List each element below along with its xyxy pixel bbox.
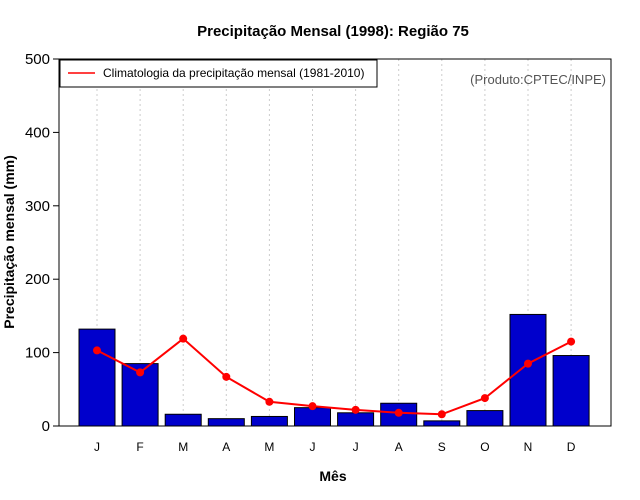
- x-tick-label-11: D: [567, 440, 576, 454]
- grid-lines: [96, 59, 572, 426]
- bar-10: [509, 313, 547, 427]
- climatology-point-11: [567, 337, 576, 346]
- source-annotation: (Produto:CPTEC/INPE): [470, 72, 606, 87]
- legend: Climatologia da precipitação mensal (198…: [59, 59, 378, 88]
- climatology-point-10: [524, 359, 532, 368]
- x-tick-label-6: J: [353, 440, 359, 454]
- bar-0: [78, 328, 116, 427]
- axes: 0 100 200 300 400 500 J F M A M J J A S O N D: [25, 51, 576, 454]
- bar-9: [466, 410, 504, 427]
- climatology-point-0: [93, 346, 101, 355]
- x-tick-label-8: S: [438, 440, 446, 454]
- y-tick-label-5: 500: [25, 51, 50, 68]
- climatology-line: [96, 337, 572, 416]
- climatology-point-5: [308, 402, 317, 411]
- plot-area-frame: [58, 58, 612, 427]
- climatology-point-1: [136, 368, 145, 377]
- bar-11: [552, 355, 590, 427]
- y-tick-label-1: 100: [25, 345, 50, 362]
- bar-2: [164, 413, 202, 427]
- bar-6: [337, 412, 375, 427]
- legend-box: [59, 59, 378, 88]
- y-axis-title: Precipitação mensal (mm): [1, 155, 17, 329]
- y-tick-label-3: 300: [25, 198, 50, 215]
- y-tick-label-2: 200: [25, 271, 50, 288]
- x-tick-label-7: A: [395, 440, 403, 454]
- x-tick-label-1: F: [136, 440, 143, 454]
- x-tick-label-5: J: [310, 440, 316, 454]
- x-tick-label-3: A: [222, 440, 230, 454]
- climatology-point-4: [265, 397, 274, 406]
- bar-5: [294, 407, 331, 427]
- climatology-point-3: [222, 372, 231, 381]
- y-tick-label-0: 0: [42, 418, 50, 435]
- climatology-point-9: [480, 394, 489, 403]
- climatology-series: [93, 334, 576, 419]
- climatology-point-2: [179, 334, 188, 343]
- x-tick-label-4: M: [264, 440, 274, 454]
- bar-8: [423, 420, 461, 427]
- y-tick-label-4: 400: [25, 124, 50, 141]
- climatology-point-7: [394, 408, 403, 417]
- chart-title: Precipitação Mensal (1998): Região 75: [197, 23, 469, 40]
- x-tick-label-0: J: [94, 440, 100, 454]
- bar-3: [207, 418, 245, 427]
- x-tick-label-9: O: [480, 440, 489, 454]
- bar-series: [78, 313, 590, 427]
- climatology-point-6: [351, 405, 360, 414]
- x-tick-label-2: M: [178, 440, 188, 454]
- legend-entry-climatology: Climatologia da precipitação mensal (198…: [103, 66, 364, 80]
- x-tick-label-10: N: [524, 440, 533, 454]
- climatology-point-8: [437, 410, 446, 419]
- bar-4: [250, 415, 288, 427]
- x-axis-title: Mês: [319, 468, 346, 484]
